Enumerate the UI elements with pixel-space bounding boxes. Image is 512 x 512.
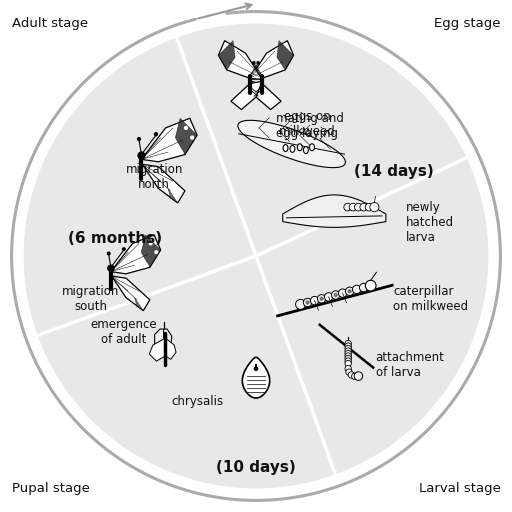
Text: caterpillar
on milkweed: caterpillar on milkweed [394,285,468,313]
Circle shape [138,138,140,140]
Circle shape [359,283,368,292]
Polygon shape [277,40,293,70]
Circle shape [352,373,358,379]
Circle shape [349,203,357,211]
Circle shape [295,300,306,309]
Circle shape [348,372,355,378]
Circle shape [122,248,125,250]
Polygon shape [168,188,178,203]
Circle shape [366,281,376,291]
Ellipse shape [290,145,295,153]
Circle shape [345,358,351,365]
Text: Larval stage: Larval stage [418,482,500,495]
Circle shape [108,265,114,271]
Polygon shape [141,235,161,267]
Polygon shape [111,276,150,311]
Circle shape [346,287,354,295]
Circle shape [354,372,362,380]
Polygon shape [283,195,386,227]
Circle shape [345,348,351,354]
Circle shape [352,285,361,293]
Polygon shape [163,329,172,356]
Ellipse shape [304,146,308,154]
Polygon shape [111,235,161,274]
Text: Egg stage: Egg stage [434,17,500,30]
Polygon shape [242,357,270,398]
Polygon shape [238,120,346,167]
Polygon shape [219,40,262,79]
Circle shape [348,290,351,293]
Text: (14 days): (14 days) [354,164,433,180]
Ellipse shape [283,144,288,152]
Polygon shape [150,338,165,361]
Text: chrysalis: chrysalis [172,395,224,408]
Circle shape [257,62,259,64]
Circle shape [370,203,379,211]
Text: emergence
of adult: emergence of adult [90,318,157,347]
Circle shape [345,343,351,349]
Circle shape [346,369,352,375]
Polygon shape [165,338,176,359]
Circle shape [334,293,337,296]
Text: Pupal stage: Pupal stage [12,482,90,495]
Circle shape [345,340,351,347]
Circle shape [345,346,351,352]
Polygon shape [219,40,235,70]
Text: eggs on
milkweed: eggs on milkweed [279,110,335,138]
Circle shape [254,367,258,370]
Text: (6 months): (6 months) [68,231,162,246]
Ellipse shape [310,144,314,151]
Circle shape [253,62,255,64]
Circle shape [180,151,183,154]
Circle shape [306,301,309,304]
Circle shape [365,203,373,211]
Text: migration
south: migration south [62,285,119,313]
Ellipse shape [297,144,302,151]
Circle shape [345,355,351,362]
Circle shape [184,126,187,130]
Circle shape [191,136,194,139]
Circle shape [345,353,351,359]
Circle shape [320,297,323,301]
Polygon shape [231,81,262,110]
Circle shape [155,251,158,253]
Polygon shape [141,118,197,162]
Circle shape [345,366,351,372]
Text: (10 days): (10 days) [216,460,296,475]
Circle shape [331,291,340,299]
Circle shape [304,298,312,307]
Circle shape [354,203,362,211]
Circle shape [344,203,351,211]
Text: Adult stage: Adult stage [12,17,88,30]
Circle shape [345,360,351,367]
Text: mating and
egg laying: mating and egg laying [276,112,344,140]
Circle shape [24,24,488,488]
Text: newly
hatched
larva: newly hatched larva [406,201,454,244]
Circle shape [360,203,368,211]
Circle shape [150,242,152,245]
Circle shape [310,296,319,305]
Polygon shape [250,40,293,79]
Polygon shape [175,118,197,155]
Text: attachment
of larva: attachment of larva [376,351,444,379]
Polygon shape [155,329,163,357]
Circle shape [138,152,145,159]
Polygon shape [250,81,281,110]
Polygon shape [135,297,143,311]
Circle shape [108,252,110,255]
Circle shape [338,289,347,297]
Circle shape [355,373,361,379]
Circle shape [325,293,333,301]
Circle shape [345,350,351,357]
Polygon shape [141,164,185,203]
Text: migration
north: migration north [125,163,183,191]
Circle shape [145,264,147,266]
Circle shape [155,133,157,136]
Circle shape [317,294,326,303]
